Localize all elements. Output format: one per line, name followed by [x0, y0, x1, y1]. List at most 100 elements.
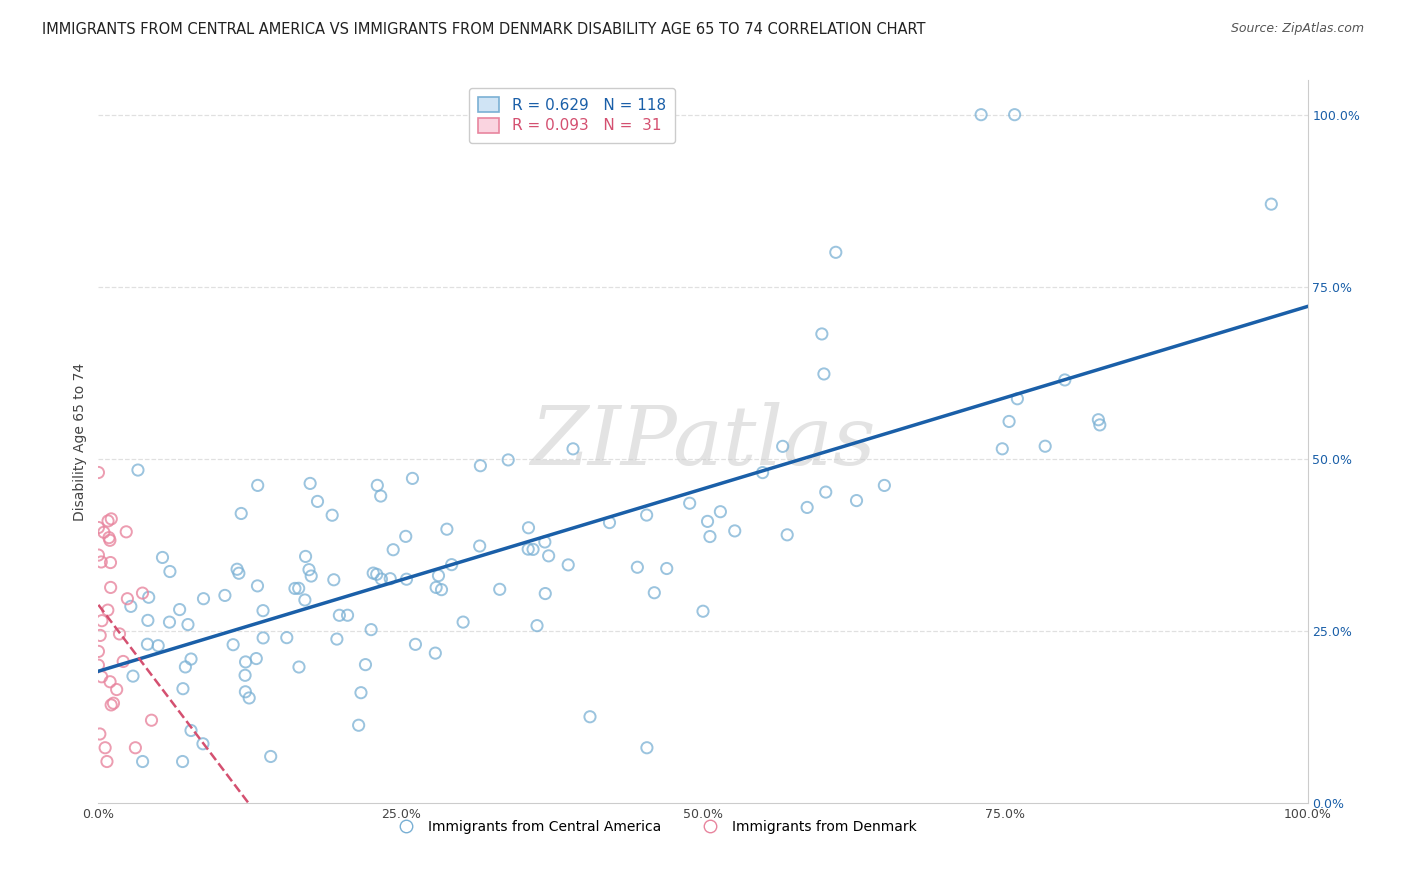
- Point: [436, 522, 458, 536]
- Point: [260, 749, 283, 764]
- Point: [488, 582, 510, 597]
- Point: [112, 655, 135, 669]
- Point: [360, 623, 382, 637]
- Point: [177, 617, 200, 632]
- Point: [970, 108, 993, 122]
- Point: [127, 463, 149, 477]
- Point: [138, 591, 160, 605]
- Point: [89, 628, 111, 642]
- Point: [90, 555, 112, 569]
- Point: [811, 326, 834, 341]
- Text: IMMIGRANTS FROM CENTRAL AMERICA VS IMMIGRANTS FROM DENMARK DISABILITY AGE 65 TO : IMMIGRANTS FROM CENTRAL AMERICA VS IMMIG…: [42, 22, 925, 37]
- Point: [347, 718, 370, 732]
- Point: [468, 539, 491, 553]
- Point: [370, 489, 392, 503]
- Point: [124, 740, 146, 755]
- Point: [692, 604, 714, 618]
- Point: [252, 604, 274, 618]
- Point: [796, 500, 818, 515]
- Point: [97, 603, 120, 617]
- Point: [103, 696, 125, 710]
- Point: [193, 591, 215, 606]
- Point: [87, 466, 110, 480]
- Point: [626, 560, 648, 574]
- Point: [425, 581, 447, 595]
- Point: [87, 548, 110, 562]
- Point: [562, 442, 585, 456]
- Point: [231, 507, 253, 521]
- Point: [100, 698, 122, 712]
- Point: [131, 586, 153, 600]
- Point: [136, 637, 159, 651]
- Point: [991, 442, 1014, 456]
- Point: [451, 615, 474, 629]
- Point: [105, 682, 128, 697]
- Point: [350, 686, 373, 700]
- Point: [90, 614, 112, 628]
- Point: [1260, 197, 1282, 211]
- Point: [246, 478, 269, 492]
- Point: [141, 713, 163, 727]
- Point: [824, 245, 846, 260]
- Point: [172, 755, 194, 769]
- Point: [233, 668, 256, 682]
- Point: [287, 582, 309, 596]
- Point: [873, 478, 896, 492]
- Point: [1088, 417, 1111, 432]
- Point: [307, 494, 329, 508]
- Point: [696, 515, 718, 529]
- Point: [724, 524, 747, 538]
- Point: [636, 740, 658, 755]
- Point: [440, 558, 463, 572]
- Point: [579, 710, 602, 724]
- Point: [100, 512, 122, 526]
- Point: [94, 740, 117, 755]
- Point: [517, 521, 540, 535]
- Point: [238, 690, 260, 705]
- Point: [534, 586, 557, 600]
- Point: [699, 530, 721, 544]
- Point: [395, 529, 418, 543]
- Point: [328, 608, 350, 623]
- Point: [557, 558, 579, 572]
- Point: [427, 568, 450, 582]
- Point: [98, 533, 121, 548]
- Point: [537, 549, 560, 563]
- Point: [191, 737, 214, 751]
- Point: [299, 569, 322, 583]
- Point: [517, 542, 540, 557]
- Point: [370, 572, 392, 586]
- Point: [361, 566, 384, 580]
- Point: [120, 599, 142, 614]
- Point: [222, 638, 245, 652]
- Point: [1087, 413, 1109, 427]
- Point: [321, 508, 343, 523]
- Y-axis label: Disability Age 65 to 74: Disability Age 65 to 74: [73, 362, 87, 521]
- Point: [152, 550, 174, 565]
- Point: [772, 439, 794, 453]
- Point: [814, 485, 837, 500]
- Point: [643, 585, 665, 599]
- Point: [136, 613, 159, 627]
- Point: [382, 542, 405, 557]
- Point: [336, 608, 359, 623]
- Point: [97, 514, 120, 528]
- Point: [598, 516, 620, 530]
- Point: [1007, 392, 1029, 406]
- Point: [87, 644, 110, 658]
- Point: [322, 573, 344, 587]
- Point: [228, 566, 250, 581]
- Point: [174, 660, 197, 674]
- Point: [122, 669, 145, 683]
- Point: [284, 582, 307, 596]
- Point: [89, 727, 111, 741]
- Point: [87, 520, 110, 534]
- Point: [679, 496, 702, 510]
- Point: [245, 651, 267, 665]
- Point: [1053, 373, 1076, 387]
- Point: [100, 556, 122, 570]
- Point: [180, 723, 202, 738]
- Point: [93, 525, 115, 540]
- Point: [246, 579, 269, 593]
- Legend: Immigrants from Central America, Immigrants from Denmark: Immigrants from Central America, Immigra…: [387, 814, 922, 839]
